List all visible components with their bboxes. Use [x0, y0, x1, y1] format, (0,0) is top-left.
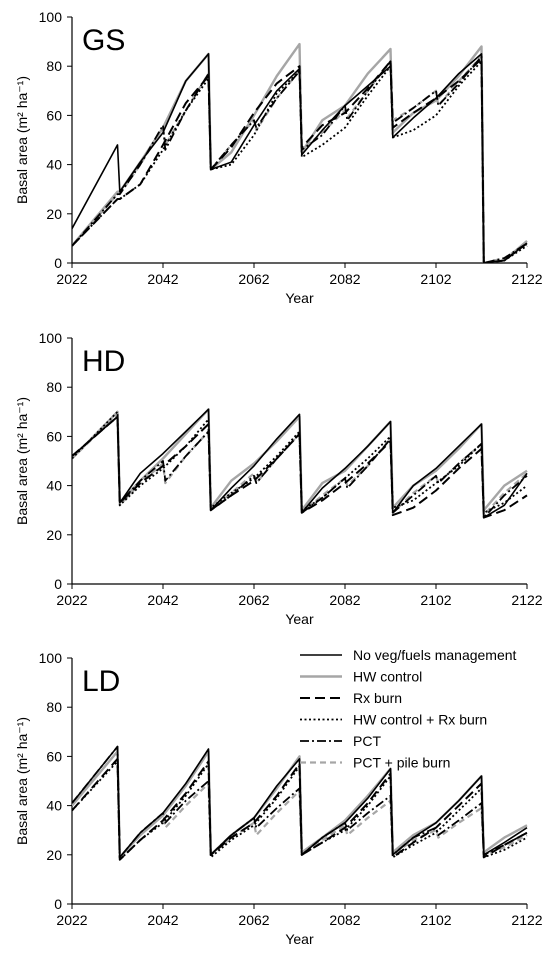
x-axis-title: Year	[285, 290, 314, 306]
y-tick-label: 100	[39, 330, 63, 346]
legend-label: HW control	[353, 669, 422, 685]
x-tick-label: 2082	[329, 271, 360, 287]
x-tick-label: 2062	[238, 271, 269, 287]
series-line-dotted-black	[72, 60, 528, 263]
legend-label: HW control + Rx burn	[353, 712, 487, 728]
y-tick-label: 20	[46, 527, 62, 543]
legend-label: Rx burn	[353, 690, 402, 706]
series-line-dash-dot-black	[72, 745, 528, 859]
x-tick-label: 2122	[511, 592, 542, 608]
y-tick-label: 40	[46, 478, 62, 494]
y-tick-label: 40	[46, 798, 62, 814]
x-tick-label: 2022	[56, 271, 87, 287]
x-tick-label: 2042	[147, 271, 178, 287]
series-group	[72, 408, 528, 519]
legend-label: PCT	[353, 733, 381, 749]
y-tick-label: 40	[46, 157, 62, 173]
x-tick-label: 2042	[147, 912, 178, 928]
panel-label: HD	[82, 345, 125, 378]
y-tick-label: 80	[46, 379, 62, 395]
x-tick-label: 2122	[511, 912, 542, 928]
y-tick-label: 0	[54, 896, 62, 912]
y-tick-label: 20	[46, 206, 62, 222]
x-axis-title: Year	[285, 611, 314, 627]
y-tick-label: 0	[54, 255, 62, 271]
panel-label: LD	[82, 665, 120, 698]
x-tick-label: 2062	[238, 912, 269, 928]
legend-label: PCT + pile burn	[353, 755, 450, 771]
y-tick-label: 0	[54, 576, 62, 592]
series-line-dotted-black	[72, 410, 528, 514]
x-tick-label: 2042	[147, 592, 178, 608]
legend: No veg/fuels management HW control Rx burn…	[300, 647, 517, 771]
y-tick-label: 60	[46, 107, 62, 123]
y-tick-label: 80	[46, 699, 62, 715]
y-tick-label: 60	[46, 428, 62, 444]
y-tick-label: 80	[46, 58, 62, 74]
y-tick-label: 100	[39, 650, 63, 666]
x-tick-label: 2102	[420, 271, 451, 287]
x-tick-label: 2102	[420, 592, 451, 608]
y-axis-title: Basal area (m² ha⁻¹)	[14, 717, 30, 845]
series-group	[72, 42, 528, 263]
y-axis-title: Basal area (m² ha⁻¹)	[14, 76, 30, 204]
legend-label: No veg/fuels management	[353, 647, 517, 663]
series-group	[72, 745, 528, 861]
panel-ld: 0 20 40 60 80 100 2022 2042 2062 2082 2102 2122 Year…	[14, 647, 543, 947]
x-tick-label: 2022	[56, 912, 87, 928]
x-tick-label: 2022	[56, 592, 87, 608]
x-tick-label: 2102	[420, 912, 451, 928]
x-tick-label: 2122	[511, 271, 542, 287]
y-tick-label: 100	[39, 9, 63, 25]
x-tick-label: 2082	[329, 592, 360, 608]
series-line-dash-dot-black	[72, 415, 528, 519]
panel-label: GS	[82, 24, 125, 57]
y-tick-label: 60	[46, 748, 62, 764]
y-tick-label: 20	[46, 847, 62, 863]
x-tick-label: 2082	[329, 912, 360, 928]
x-tick-label: 2062	[238, 592, 269, 608]
x-axis-title: Year	[285, 931, 314, 947]
panel-gs: 0 20 40 60 80 100 2022 2042 2062 2082 2102 2122 Year…	[14, 9, 543, 306]
series-line-dash-dot-black	[72, 55, 528, 263]
panel-hd: 0 20 40 60 80 100 2022 2042 2062 2082 2102 2122 Year…	[14, 330, 543, 627]
y-axis-title: Basal area (m² ha⁻¹)	[14, 397, 30, 525]
